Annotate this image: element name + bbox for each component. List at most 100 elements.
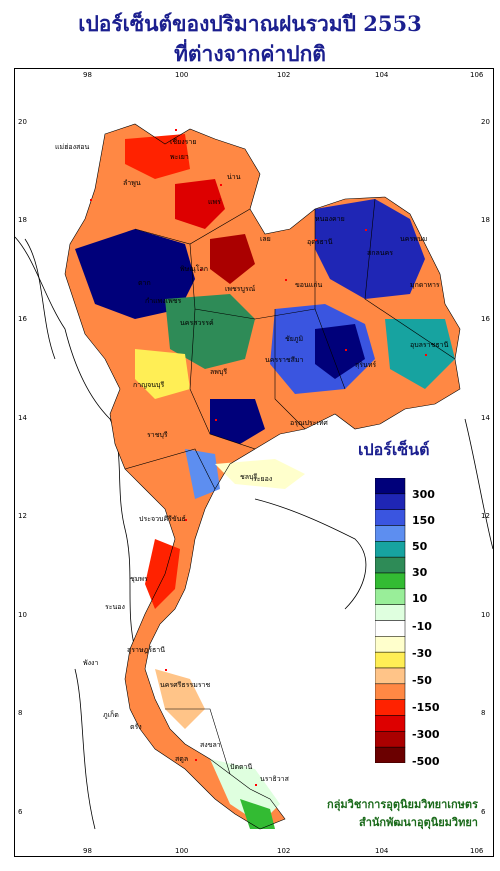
- rainfall-fill: [65, 124, 460, 829]
- legend-swatch: [375, 556, 406, 574]
- place-label: นครสวรรค์: [180, 319, 214, 327]
- place-label: ตาก: [138, 279, 151, 287]
- legend-label: 300: [412, 488, 435, 501]
- map-title: เปอร์เซ็นต์ของปริมาณฝนรวมปี 2553: [78, 11, 422, 36]
- place-label: ระนอง: [105, 603, 125, 611]
- place-label: แพร่: [208, 198, 221, 206]
- place-label: พังงา: [83, 659, 98, 667]
- lat-tick-label: 8: [18, 709, 22, 717]
- place-label: พะเยา: [170, 153, 189, 161]
- lon-tick-label: 104: [375, 847, 389, 855]
- place-label: ราชบุรี: [147, 431, 168, 439]
- lat-tick-label: 8: [481, 709, 485, 717]
- lat-tick-label: 10: [18, 611, 27, 619]
- place-label: อุดรธานี: [307, 238, 333, 246]
- lat-tick-label: 12: [481, 512, 490, 520]
- place-label: สตูล: [175, 755, 188, 763]
- legend-swatch: [375, 636, 406, 653]
- legend-swatch: [375, 493, 406, 510]
- lon-tick-label: 98: [83, 847, 92, 855]
- place-label: ชัยภูมิ: [285, 335, 303, 343]
- place-label: สงขลา: [200, 741, 221, 749]
- place-label: นครราชสีมา: [265, 356, 304, 364]
- legend-label: -50: [412, 674, 432, 687]
- place-label: หนองคาย: [315, 215, 345, 223]
- lat-tick-label: 18: [18, 216, 27, 224]
- legend-label: -150: [412, 701, 440, 714]
- place-label: เพชรบูรณ์: [225, 285, 256, 293]
- place-label: อรุณประเทศ: [290, 419, 328, 427]
- legend-swatch: [375, 572, 406, 590]
- legend-swatch: [375, 509, 406, 526]
- lat-tick-label: 6: [481, 808, 486, 816]
- legend-swatch: [375, 746, 406, 763]
- place-labels: เชียงราย แม่ฮ่องสอน พะเยา น่าน ลำพูน แพร…: [55, 138, 449, 783]
- legend-swatch: [375, 683, 406, 700]
- lat-ticks-right: 20 18 16 14 12 10 8 6: [481, 118, 490, 816]
- place-label: กำแพงเพชร: [145, 297, 181, 305]
- place-label: มุกดาหาร: [410, 281, 440, 289]
- legend-label: -10: [412, 620, 432, 633]
- legend-swatch: [375, 541, 406, 558]
- legend-label: -500: [412, 755, 440, 768]
- legend-swatch: [375, 620, 406, 637]
- lat-tick-label: 14: [481, 414, 490, 422]
- place-label: น่าน: [227, 173, 241, 181]
- station-markers: [90, 129, 427, 786]
- legend-label: 10: [412, 592, 428, 605]
- lat-tick-label: 6: [18, 808, 23, 816]
- lon-tick-label: 98: [83, 71, 92, 79]
- place-label: ภูเก็ต: [103, 710, 119, 719]
- lat-tick-label: 18: [481, 216, 490, 224]
- place-label: สุรินทร์: [355, 361, 376, 369]
- legend-swatch: [375, 731, 406, 748]
- place-label: ชุมพร: [130, 575, 148, 583]
- place-label: เชียงราย: [170, 138, 196, 146]
- place-label: ตรัง: [130, 723, 142, 731]
- place-label: ขอนแก่น: [295, 281, 323, 289]
- legend-swatch: [375, 699, 406, 716]
- place-label: ระยอง: [253, 475, 272, 483]
- place-label: นครพนม: [400, 235, 427, 243]
- legend-swatch: [375, 651, 406, 669]
- place-label: กาญจนบุรี: [133, 381, 164, 389]
- lat-tick-label: 14: [18, 414, 27, 422]
- place-label: แม่ฮ่องสอน: [55, 143, 89, 151]
- place-label: อุบลราชธานี: [410, 341, 449, 349]
- place-label: เลย: [260, 235, 271, 243]
- legend-swatch: [375, 667, 406, 685]
- legend-swatch: [375, 525, 406, 542]
- place-label: พิษณุโลก: [180, 264, 208, 273]
- lat-tick-label: 10: [481, 611, 490, 619]
- legend-swatch: [375, 604, 406, 621]
- rainfall-map: 98 100 102 104 106 98 100 102 104 106 20…: [15, 71, 493, 855]
- legend-swatch: [375, 715, 406, 732]
- map-subtitle: ที่ต่างจากค่าปกติ: [174, 41, 326, 66]
- lat-tick-label: 16: [481, 315, 490, 323]
- lon-tick-label: 106: [470, 847, 484, 855]
- place-label: นครศรีธรรมราช: [160, 681, 211, 689]
- legend-label: -300: [412, 728, 440, 741]
- lon-tick-label: 104: [375, 71, 389, 79]
- legend-swatch: [375, 478, 406, 495]
- lon-ticks-top: 98 100 102 104 106: [83, 71, 484, 79]
- place-label: ลพบุรี: [210, 368, 227, 376]
- legend-label: 50: [412, 540, 428, 553]
- credit-line-1: กลุ่มวิชาการอุตุนิยมวิทยาเกษตร: [327, 798, 478, 811]
- place-label: ปัตตานี: [230, 763, 252, 771]
- neighbour-borders: [15, 236, 493, 830]
- credit-line-2: สำนักพัฒนาอุตุนิยมวิทยา: [359, 816, 478, 829]
- legend-title: เปอร์เซ็นต์: [358, 440, 430, 459]
- lon-tick-label: 100: [175, 847, 188, 855]
- legend-label: 30: [412, 566, 428, 579]
- legend-label: 150: [412, 514, 435, 527]
- lat-tick-label: 12: [18, 512, 27, 520]
- lat-ticks-left: 20 18 16 14 12 10 8 6: [18, 118, 27, 816]
- lon-ticks-bottom: 98 100 102 104 106: [83, 847, 484, 855]
- lat-tick-label: 20: [18, 118, 27, 126]
- place-label: ลำพูน: [123, 179, 141, 187]
- legend-colorbar: [375, 478, 406, 763]
- place-label: สุราษฎร์ธานี: [127, 646, 165, 654]
- lon-tick-label: 100: [175, 71, 188, 79]
- map-frame: 98 100 102 104 106 98 100 102 104 106 20…: [14, 68, 494, 857]
